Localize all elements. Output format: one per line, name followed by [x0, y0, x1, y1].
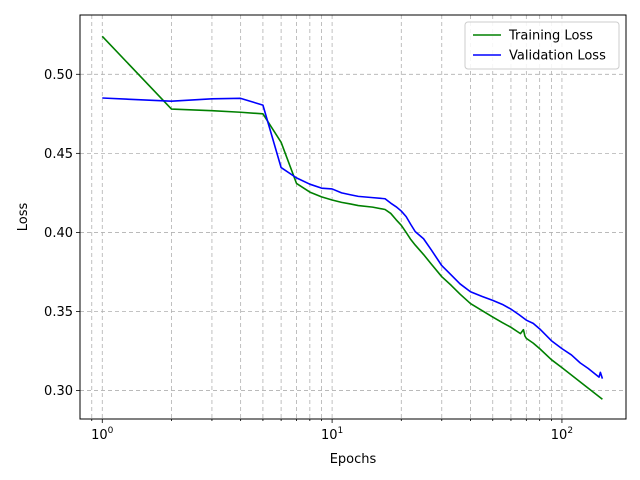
validation-loss-line [102, 98, 602, 379]
y-tick-label: 0.50 [44, 68, 73, 83]
x-tick-label: 102 [551, 426, 573, 443]
y-tick-label: 0.45 [44, 147, 73, 162]
legend: Training Loss Validation Loss [465, 22, 619, 69]
y-axis-label: Loss [16, 203, 31, 232]
legend-label-validation: Validation Loss [509, 49, 606, 64]
training-loss-line [102, 36, 602, 399]
plot-frame [80, 15, 626, 419]
y-tick-label: 0.30 [44, 384, 73, 399]
x-axis-label: Epochs [330, 452, 377, 467]
y-tick-label: 0.40 [44, 226, 73, 241]
series-layer [102, 36, 602, 399]
y-tick-label: 0.35 [44, 305, 73, 320]
legend-label-training: Training Loss [508, 29, 593, 44]
grid-lines [80, 15, 626, 419]
x-tick-label: 101 [321, 426, 343, 443]
axis-ticks: 100 101 102 0.30 0.35 0.40 0.45 0.50 [44, 68, 573, 443]
x-tick-label: 100 [91, 426, 114, 443]
